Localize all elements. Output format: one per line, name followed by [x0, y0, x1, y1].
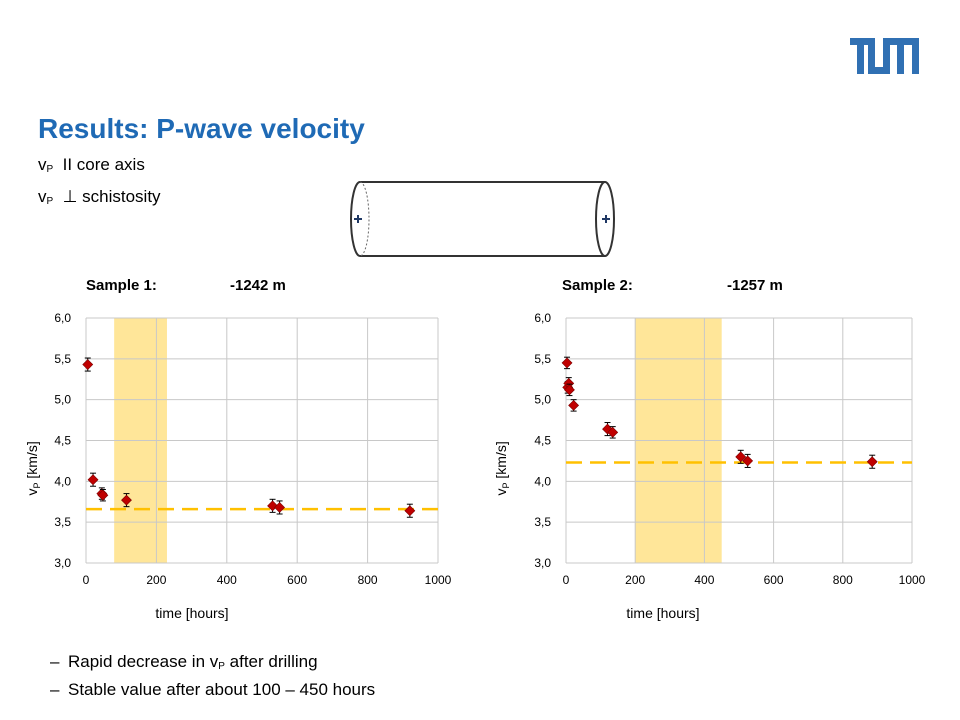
y-tick-label: 5,0 — [534, 393, 551, 407]
diamond-marker — [564, 384, 575, 396]
chart-sample-1: Sample 1: -1242 m 0 200 400 600 800 1000 3,0 3,5 4… — [24, 277, 452, 621]
y-tick-label: 4,0 — [54, 474, 71, 488]
logo-block-1 — [857, 38, 864, 74]
cylinder-body — [360, 181, 605, 257]
tum-logo — [850, 38, 919, 74]
x-tick-label: 0 — [83, 573, 90, 587]
bullet-1-after: after drilling — [224, 652, 318, 671]
y-tick-label: 3,0 — [534, 556, 551, 570]
data-point — [568, 399, 580, 412]
logo-block-3 — [868, 67, 890, 74]
data-point — [607, 426, 619, 439]
x-tick-label: 200 — [146, 573, 166, 587]
y-tick-label: 4,5 — [54, 434, 71, 448]
logo-block-7 — [912, 38, 919, 74]
depth-label: -1242 m — [230, 277, 286, 294]
bullet-1: – Rapid decrease in vP after drilling — [50, 652, 375, 680]
y-tick-label: 4,5 — [534, 434, 551, 448]
y-tick-label: 3,5 — [54, 515, 71, 529]
data-point — [82, 357, 94, 372]
bullet-1-dash: – — [50, 652, 60, 671]
y-axis-label: vP [km/s] — [493, 441, 511, 495]
diamond-marker — [607, 426, 619, 438]
x-tick-label: 600 — [764, 573, 784, 587]
diamond-marker — [97, 489, 109, 501]
data-point — [87, 472, 99, 487]
x-tick-label: 200 — [625, 573, 645, 587]
sub1-p: P — [46, 164, 54, 175]
data-point — [561, 356, 573, 370]
diamond-marker — [561, 357, 573, 369]
data-point — [866, 454, 878, 469]
diamond-marker — [866, 456, 878, 468]
x-tick-label: 600 — [287, 573, 307, 587]
data-point — [404, 503, 416, 518]
bullet-2-dash: – — [50, 680, 60, 699]
diamond-marker — [274, 502, 286, 513]
data-point — [735, 449, 747, 464]
logo-block-2 — [868, 38, 875, 74]
y-tick-label: 5,5 — [54, 352, 71, 366]
x-tick-label: 800 — [358, 573, 378, 587]
sub1-v: v — [38, 155, 47, 174]
diamond-marker — [404, 505, 416, 517]
bullet-2: – Stable value after about 100 – 450 hour… — [50, 680, 375, 708]
data-point — [564, 383, 575, 397]
bullet-2-text: Stable value after about 100 – 450 hours — [68, 680, 376, 699]
sub2-p: P — [46, 196, 54, 207]
x-tick-label: 1000 — [899, 573, 926, 587]
data-point — [274, 500, 286, 515]
x-tick-label: 0 — [563, 573, 570, 587]
subtitle-schistosity: vP ⊥ schistosity — [38, 187, 161, 207]
page-title: Results: P-wave velocity — [38, 113, 365, 144]
cylinder-right-end — [595, 181, 615, 257]
diamond-marker — [87, 474, 99, 486]
y-axis-label: vP [km/s] — [24, 441, 42, 495]
logo-block-4 — [883, 38, 890, 74]
data-point — [121, 493, 132, 508]
cylinder-left-end-front — [350, 181, 361, 257]
y-tick-label: 5,0 — [54, 393, 71, 407]
diamond-marker — [121, 494, 132, 506]
y-tick-label: 6,0 — [534, 311, 551, 325]
conclusion-list: – Rapid decrease in vP after drilling – St… — [50, 652, 375, 708]
sub2-v: v — [38, 187, 47, 206]
chart-sample-2: Sample 2: -1257 m 0 200 400 600 800 1000 3,0 3,5 4… — [493, 277, 926, 621]
x-tick-label: 400 — [217, 573, 237, 587]
cylinder-left-end-back — [359, 181, 370, 257]
y-tick-label: 3,5 — [534, 515, 551, 529]
bullet-1-text: Rapid decrease in v — [68, 652, 219, 671]
y-tick-label: 6,0 — [54, 311, 71, 325]
diamond-marker — [568, 399, 580, 411]
logo-shapes — [850, 38, 919, 74]
sample-label: Sample 2: — [562, 277, 633, 294]
y-tick-label: 4,0 — [534, 474, 551, 488]
sub1-rest: II core axis — [53, 155, 145, 174]
x-tick-label: 400 — [694, 573, 714, 587]
data-point — [97, 489, 109, 502]
bullet-1-sub: P — [218, 661, 225, 672]
diamond-marker — [735, 451, 747, 463]
core-cylinder-diagram — [350, 181, 615, 257]
x-tick-label: 800 — [833, 573, 853, 587]
x-axis-label: time [hours] — [155, 605, 228, 621]
diamond-marker — [82, 359, 94, 370]
right-sensor-icon — [602, 215, 610, 223]
x-tick-label: 1000 — [425, 573, 452, 587]
depth-label: -1257 m — [727, 277, 783, 294]
logo-block-6 — [897, 38, 904, 74]
subtitle-core-axis: vP II core axis — [38, 155, 145, 175]
left-sensor-icon — [354, 215, 362, 223]
x-axis-label: time [hours] — [626, 605, 699, 621]
sample-label: Sample 1: — [86, 277, 157, 294]
diamond-marker — [742, 455, 754, 467]
data-point — [742, 453, 754, 468]
y-tick-label: 3,0 — [54, 556, 71, 570]
y-tick-label: 5,5 — [534, 352, 551, 366]
sub2-rest: ⊥ schistosity — [53, 187, 161, 206]
